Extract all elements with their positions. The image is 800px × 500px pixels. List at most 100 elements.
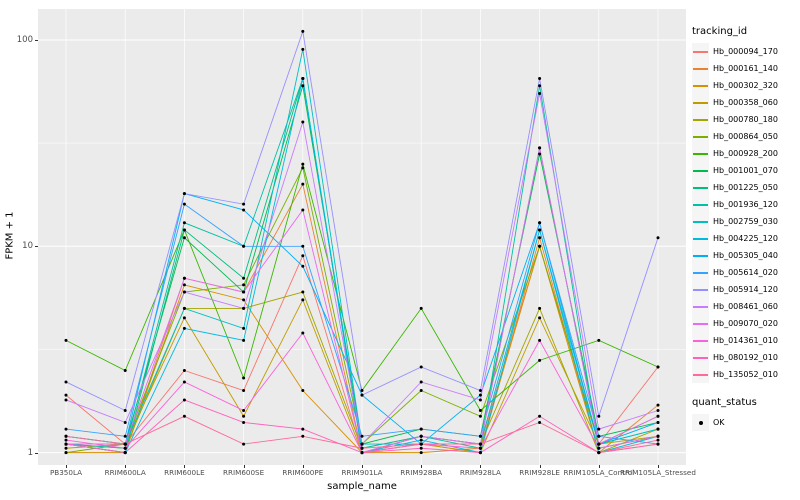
data-point bbox=[182, 236, 186, 240]
data-point bbox=[478, 414, 482, 418]
data-point bbox=[656, 427, 660, 431]
data-point bbox=[478, 451, 482, 455]
data-point bbox=[360, 446, 364, 450]
data-point bbox=[182, 369, 186, 373]
data-point bbox=[597, 427, 601, 431]
data-point bbox=[242, 326, 246, 330]
data-point bbox=[123, 369, 127, 373]
data-point bbox=[360, 434, 364, 438]
data-point bbox=[419, 427, 423, 431]
series-color-key-icon bbox=[692, 213, 709, 230]
data-point bbox=[478, 398, 482, 402]
data-point bbox=[478, 434, 482, 438]
data-point bbox=[182, 192, 186, 196]
data-point bbox=[182, 414, 186, 418]
series-color-key-icon bbox=[692, 179, 709, 196]
legend-item-label: Hb_005914_120 bbox=[713, 285, 778, 294]
data-point bbox=[182, 398, 186, 402]
legend-item: Hb_135052_010 bbox=[692, 366, 798, 383]
data-point bbox=[597, 434, 601, 438]
data-point bbox=[301, 244, 305, 248]
data-point bbox=[182, 380, 186, 384]
legend-item: Hb_000780_180 bbox=[692, 111, 798, 128]
legend-item: Hb_004225_120 bbox=[692, 230, 798, 247]
data-point bbox=[301, 427, 305, 431]
data-point bbox=[538, 306, 542, 310]
series-color-key-icon bbox=[692, 145, 709, 162]
data-point bbox=[301, 434, 305, 438]
data-point bbox=[242, 244, 246, 248]
series-color-key-icon bbox=[692, 77, 709, 94]
data-point bbox=[419, 434, 423, 438]
series-color-key-icon bbox=[692, 230, 709, 247]
data-point bbox=[123, 434, 127, 438]
legend-item: Hb_001001_070 bbox=[692, 162, 798, 179]
data-point bbox=[538, 92, 542, 96]
data-point bbox=[538, 236, 542, 240]
y-tick-label: 100 bbox=[16, 34, 33, 45]
x-tick-label: RRIM105LA_Control bbox=[563, 468, 635, 477]
data-point bbox=[597, 414, 601, 418]
data-point bbox=[242, 298, 246, 302]
x-tick-label: RRIM600PE bbox=[282, 468, 324, 477]
x-tick-label: RRIM105LA_Stressed bbox=[620, 468, 696, 477]
series-color-key-icon bbox=[692, 111, 709, 128]
legend-item-label: Hb_000780_180 bbox=[713, 115, 778, 124]
series-color-key-icon bbox=[692, 315, 709, 332]
data-point bbox=[419, 380, 423, 384]
legend-item: Hb_002759_030 bbox=[692, 213, 798, 230]
series-color-key-icon bbox=[692, 281, 709, 298]
data-point bbox=[419, 446, 423, 450]
legend-item-label: Hb_005614_020 bbox=[713, 268, 778, 277]
data-point bbox=[123, 442, 127, 446]
data-point bbox=[242, 208, 246, 212]
x-axis-title: sample_name bbox=[327, 481, 397, 492]
data-point bbox=[64, 427, 68, 431]
data-point bbox=[301, 120, 305, 124]
legend-item: Hb_005305_040 bbox=[692, 247, 798, 264]
data-point bbox=[656, 420, 660, 424]
series-color-key-icon bbox=[692, 247, 709, 264]
data-point bbox=[597, 446, 601, 450]
legend-item: Hb_009070_020 bbox=[692, 315, 798, 332]
series-color-key-icon bbox=[692, 60, 709, 77]
data-point bbox=[242, 389, 246, 393]
data-point bbox=[478, 409, 482, 413]
legend-item-label: Hb_014361_010 bbox=[713, 336, 778, 345]
series-color-key-icon bbox=[692, 349, 709, 366]
data-point bbox=[182, 290, 186, 294]
legend-title: tracking_id bbox=[692, 26, 748, 37]
data-point bbox=[242, 283, 246, 287]
data-point bbox=[538, 146, 542, 150]
data-point bbox=[242, 338, 246, 342]
data-point bbox=[301, 29, 305, 33]
data-point bbox=[182, 221, 186, 225]
data-point bbox=[656, 403, 660, 407]
quant-legend-label: OK bbox=[713, 418, 725, 427]
legend-item-label: Hb_008461_060 bbox=[713, 302, 778, 311]
data-point bbox=[301, 182, 305, 186]
x-tick-label: RRIM901LA bbox=[341, 468, 383, 477]
legend: tracking_id Hb_000094_170 Hb_000161_140 Hb… bbox=[692, 26, 798, 431]
legend-item: Hb_080192_010 bbox=[692, 349, 798, 366]
data-point bbox=[419, 365, 423, 369]
data-point bbox=[419, 451, 423, 455]
data-point bbox=[301, 254, 305, 258]
legend-item-label: Hb_000928_200 bbox=[713, 149, 778, 158]
legend-item-label: Hb_080192_010 bbox=[713, 353, 778, 362]
data-point bbox=[64, 380, 68, 384]
ok-point-icon bbox=[692, 414, 709, 431]
data-point bbox=[419, 389, 423, 393]
data-point bbox=[538, 420, 542, 424]
x-tick-label: RRIM600LA bbox=[104, 468, 146, 477]
data-point bbox=[242, 202, 246, 206]
quant-legend-item: OK bbox=[692, 414, 798, 431]
data-point bbox=[182, 316, 186, 320]
data-point bbox=[301, 264, 305, 268]
data-point bbox=[301, 162, 305, 166]
data-point bbox=[123, 420, 127, 424]
data-point bbox=[597, 451, 601, 455]
data-point bbox=[360, 393, 364, 397]
data-point bbox=[478, 389, 482, 393]
data-point bbox=[360, 451, 364, 455]
